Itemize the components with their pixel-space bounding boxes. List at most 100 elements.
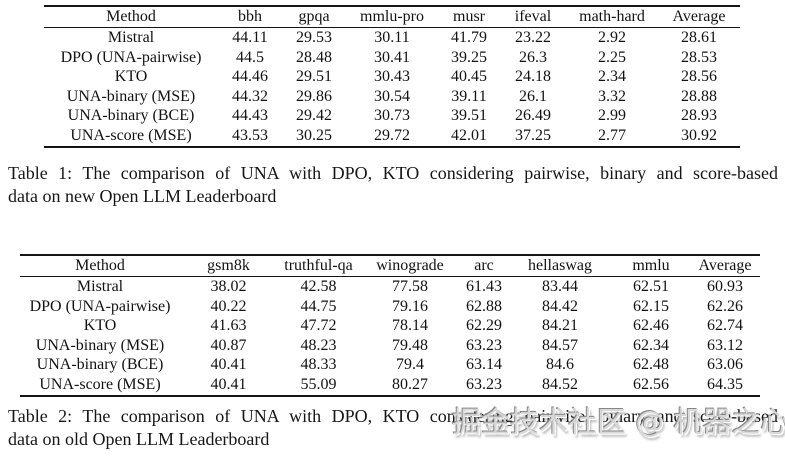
table-row: Mistral 38.02 42.58 77.58 61.43 83.44 62.51 60.… <box>20 277 760 297</box>
value-cell: 30.41 <box>374 48 410 66</box>
column-header: mmlu-pro <box>360 8 424 25</box>
value-cell: 63.23 <box>466 375 502 393</box>
value-cell: 62.56 <box>633 375 669 393</box>
value-cell: 44.32 <box>232 87 268 105</box>
column-header: Method <box>75 257 125 274</box>
method-cell: Mistral <box>76 278 124 295</box>
value-cell: 80.27 <box>392 375 428 393</box>
value-cell: 23.22 <box>515 29 551 46</box>
value-cell: 30.25 <box>296 126 332 144</box>
method-cell: UNA-binary (BCE) <box>67 107 195 125</box>
value-cell: 28.61 <box>681 29 717 46</box>
table-1-caption-line-2: data on new Open LLM Leaderboard <box>8 185 277 206</box>
column-header: Average <box>698 257 752 274</box>
value-cell: 30.73 <box>374 107 410 125</box>
value-cell: 79.16 <box>392 297 428 315</box>
method-cell: UNA-binary (MSE) <box>35 336 165 354</box>
value-cell: 28.53 <box>681 48 717 66</box>
value-cell: 84.21 <box>542 317 578 335</box>
table-row: Mistral 44.11 29.53 30.11 41.79 23.22 2.92 28.6… <box>44 28 740 48</box>
table-2-caption-line-2: data on old Open LLM Leaderboard <box>8 428 270 449</box>
value-cell: 30.54 <box>374 87 410 105</box>
value-cell: 62.46 <box>633 317 669 335</box>
column-header: arc <box>474 257 494 274</box>
value-cell: 26.49 <box>515 107 551 125</box>
value-cell: 44.43 <box>232 107 268 125</box>
column-header: Average <box>672 8 726 25</box>
value-cell: 44.75 <box>300 297 337 315</box>
method-cell: UNA-binary (MSE) <box>66 87 196 105</box>
column-header: musr <box>453 8 485 25</box>
value-cell: 84.57 <box>542 336 578 354</box>
value-cell: 44.5 <box>236 48 264 66</box>
value-cell: 28.56 <box>681 68 717 86</box>
value-cell: 77.58 <box>392 278 428 295</box>
value-cell: 62.48 <box>633 356 669 374</box>
value-cell: 48.23 <box>300 336 337 354</box>
table-row: UNA-score (MSE) 43.53 30.25 29.72 42.01 37.25… <box>44 126 740 147</box>
column-header: gsm8k <box>207 257 250 274</box>
value-cell: 28.93 <box>681 107 717 125</box>
value-cell: 79.48 <box>392 336 428 354</box>
value-cell: 64.35 <box>707 375 743 393</box>
value-cell: 26.1 <box>519 87 547 105</box>
value-cell: 2.34 <box>598 68 626 86</box>
value-cell: 28.88 <box>681 87 717 105</box>
table-1-caption-line-1: Table 1: The comparison of UNA with DPO,… <box>8 163 778 183</box>
value-cell: 38.02 <box>210 278 247 295</box>
value-cell: 40.41 <box>210 356 247 374</box>
value-cell: 44.46 <box>232 68 268 86</box>
value-cell: 2.25 <box>598 48 626 66</box>
value-cell: 79.4 <box>396 356 424 374</box>
value-cell: 30.92 <box>681 126 717 144</box>
value-cell: 41.79 <box>451 29 487 46</box>
value-cell: 39.25 <box>451 48 487 66</box>
method-cell: UNA-score (MSE) <box>39 375 161 393</box>
value-cell: 61.43 <box>466 278 502 295</box>
table-row: UNA-binary (BCE) 40.41 48.33 79.4 63.14 84.6 6… <box>20 355 760 375</box>
table-row: UNA-binary (MSE) 40.87 48.23 79.48 63.23 84.5… <box>20 336 760 356</box>
value-cell: 28.48 <box>296 48 332 66</box>
column-header: hellaswag <box>528 257 592 274</box>
table-row: UNA-score (MSE) 40.41 55.09 80.27 63.23 84.52… <box>20 375 760 396</box>
table-2-caption: Table 2: The comparison of UNA with DPO,… <box>8 405 778 450</box>
value-cell: 40.22 <box>210 297 247 315</box>
value-cell: 62.34 <box>633 336 669 354</box>
value-cell: 3.32 <box>598 87 626 105</box>
value-cell: 63.12 <box>707 336 743 354</box>
benchmark-table-new-leaderboard: Method bbh gpqa mmlu-pro musr ifeval math-hard… <box>44 5 740 148</box>
value-cell: 29.53 <box>296 29 332 46</box>
value-cell: 29.42 <box>296 107 332 125</box>
value-cell: 62.29 <box>466 317 502 335</box>
value-cell: 30.11 <box>374 29 410 46</box>
value-cell: 26.3 <box>519 48 547 66</box>
header-row: Method gsm8k truthful-qa winograde arc hellas… <box>20 255 760 277</box>
value-cell: 60.93 <box>707 278 743 295</box>
method-cell: UNA-binary (BCE) <box>36 356 164 374</box>
value-cell: 62.15 <box>633 297 669 315</box>
table-row: DPO (UNA-pairwise) 44.5 28.48 30.41 39.25 26.… <box>44 48 740 68</box>
value-cell: 43.53 <box>232 126 268 144</box>
column-header: math-hard <box>579 8 645 25</box>
column-header: gpqa <box>298 8 330 25</box>
method-cell: DPO (UNA-pairwise) <box>60 48 202 66</box>
value-cell: 42.58 <box>300 278 337 295</box>
value-cell: 55.09 <box>300 375 337 393</box>
method-cell: KTO <box>83 317 117 335</box>
header-row: Method bbh gpqa mmlu-pro musr ifeval math-hard… <box>44 6 740 28</box>
column-header: mmlu <box>632 257 670 274</box>
value-cell: 48.33 <box>300 356 337 374</box>
value-cell: 29.86 <box>296 87 332 105</box>
value-cell: 63.14 <box>466 356 502 374</box>
table-row: KTO 41.63 47.72 78.14 62.29 84.21 62.46 62.74 <box>20 316 760 336</box>
benchmark-table-old-leaderboard: Method gsm8k truthful-qa winograde arc hellas… <box>20 254 760 397</box>
value-cell: 37.25 <box>515 126 551 144</box>
method-cell: UNA-score (MSE) <box>70 126 192 144</box>
value-cell: 40.41 <box>210 375 247 393</box>
column-header: truthful-qa <box>284 257 353 274</box>
table-row: UNA-binary (MSE) 44.32 29.86 30.54 39.11 26.1… <box>44 87 740 107</box>
value-cell: 41.63 <box>210 317 247 335</box>
method-cell: KTO <box>114 68 148 86</box>
value-cell: 29.72 <box>374 126 410 144</box>
